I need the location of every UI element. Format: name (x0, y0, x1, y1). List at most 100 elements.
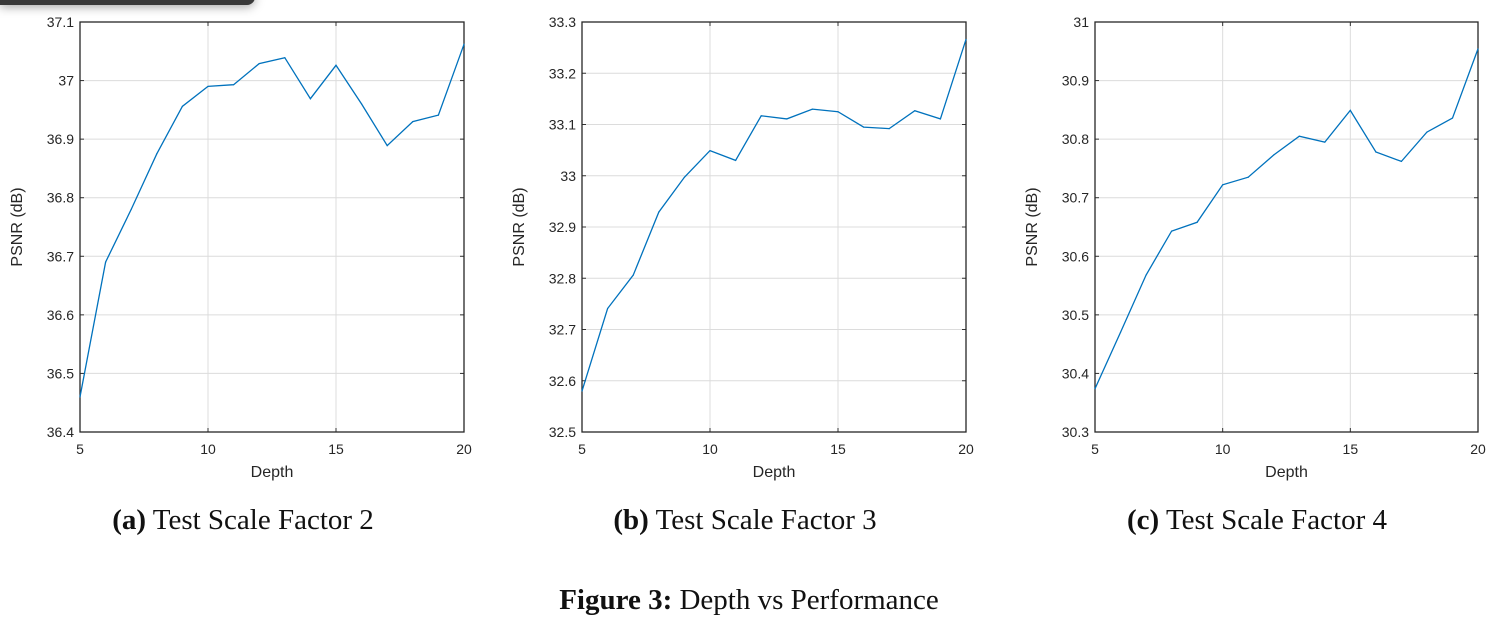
data-point (760, 115, 762, 117)
data-line (79, 44, 465, 398)
x-axis-label: Depth (251, 464, 294, 481)
data-point (1273, 154, 1275, 156)
y-tick-label: 32.5 (549, 424, 576, 440)
y-axis-label: PSNR (dB) (1024, 187, 1041, 266)
figure-label: Figure 3: (559, 584, 673, 616)
data-point (837, 111, 839, 113)
y-tick-label: 36.9 (47, 131, 74, 147)
y-tick-label: 32.9 (549, 219, 576, 235)
x-tick-label: 5 (76, 441, 84, 457)
x-tick-label: 10 (200, 441, 216, 457)
x-axis-label: Depth (1265, 464, 1308, 481)
y-tick-label: 36.6 (47, 307, 74, 323)
y-tick-label: 32.8 (549, 270, 576, 286)
figure-caption: Figure 3: Depth vs Performance (559, 584, 939, 617)
chart-scale-factor-3: 32.5 32.6 32.7 32.8 32.9 33 33.1 33.2 33.3 5 10 15 2… (511, 14, 974, 481)
data-point (735, 159, 737, 161)
y-tick-label: 30.9 (1062, 73, 1089, 89)
data-point (632, 274, 634, 276)
y-tick-label: 30.8 (1062, 131, 1089, 147)
x-tick-label: 20 (1470, 441, 1486, 457)
y-axis-label: PSNR (dB) (9, 187, 26, 266)
data-point (79, 396, 81, 398)
plot-area (1095, 22, 1478, 432)
x-tick-label: 15 (830, 441, 846, 457)
x-tick-label: 15 (328, 441, 344, 457)
y-tick-label: 37.1 (47, 14, 74, 30)
data-point (1324, 141, 1326, 143)
y-tick-label: 36.4 (47, 424, 74, 440)
data-point (437, 114, 439, 116)
data-point (258, 62, 260, 65)
data-point (1298, 135, 1300, 137)
y-tick-label: 33.2 (549, 65, 576, 81)
x-tick-label: 10 (1215, 441, 1231, 457)
y-tick-label: 36.5 (47, 365, 74, 381)
data-point (1426, 131, 1428, 133)
data-line (1094, 48, 1479, 389)
plot-frame (581, 21, 967, 433)
data-point (1145, 274, 1147, 276)
data-point (683, 176, 685, 178)
data-point (1349, 109, 1351, 112)
y-tick-label: 36.8 (47, 190, 74, 206)
data-point (105, 261, 107, 263)
data-point (233, 84, 235, 86)
data-line (581, 39, 967, 392)
data-point (463, 43, 465, 45)
data-point (207, 85, 209, 88)
data-point (1451, 117, 1454, 119)
subcaption-label: (a) (112, 504, 147, 536)
y-tick-label: 37 (58, 73, 74, 89)
data-point (1247, 176, 1249, 178)
subcaption-label: (b) (613, 504, 649, 536)
data-point (309, 98, 311, 100)
data-point (284, 57, 286, 59)
subcaption-label: (c) (1127, 504, 1160, 536)
y-tick-label: 30.4 (1062, 365, 1089, 381)
data-point (581, 390, 583, 392)
data-point (1477, 48, 1479, 50)
plot-frame (79, 21, 465, 433)
data-point (1222, 184, 1224, 186)
data-point (1375, 151, 1377, 153)
browser-overlay-bar (0, 0, 255, 5)
data-point (386, 144, 388, 147)
x-tick-label: 5 (578, 441, 586, 457)
subcaption-text: Test Scale Factor 4 (1165, 504, 1387, 536)
data-point (1094, 388, 1096, 390)
y-tick-label: 30.3 (1062, 424, 1089, 440)
chart-scale-factor-4: 30.3 30.4 30.5 30.6 30.7 30.8 30.9 31 5 10 15 20 Dep… (1024, 14, 1486, 481)
data-point (130, 208, 132, 211)
data-point (1119, 331, 1122, 334)
subcaption-a: (a) Test Scale Factor 2 (112, 504, 374, 537)
figure-caption-text: Depth vs Performance (679, 584, 939, 616)
y-tick-label: 30.6 (1062, 248, 1089, 264)
data-point (607, 307, 609, 310)
x-tick-label: 20 (958, 441, 974, 457)
subcaption-b: (b) Test Scale Factor 3 (613, 504, 876, 537)
subcaption-text: Test Scale Factor 3 (655, 504, 877, 536)
data-point (939, 118, 941, 120)
y-tick-label: 32.6 (549, 373, 576, 389)
data-point (1196, 221, 1198, 223)
x-tick-label: 20 (456, 441, 472, 457)
y-tick-label: 33 (560, 168, 576, 184)
data-point (181, 105, 183, 107)
data-point (786, 118, 788, 120)
data-point (709, 150, 711, 152)
x-tick-label: 15 (1343, 441, 1359, 457)
data-point (863, 126, 865, 128)
x-tick-label: 10 (702, 441, 718, 457)
y-tick-label: 31 (1073, 14, 1089, 30)
y-tick-label: 30.7 (1062, 190, 1089, 206)
y-tick-label: 32.7 (549, 322, 576, 338)
y-tick-label: 33.3 (549, 14, 576, 30)
x-axis-label: Depth (753, 464, 796, 481)
data-point (156, 153, 158, 155)
data-point (412, 120, 414, 123)
y-axis-label: PSNR (dB) (511, 187, 528, 266)
data-point (965, 38, 967, 41)
subcaption-c: (c) Test Scale Factor 4 (1127, 504, 1387, 537)
y-tick-label: 30.5 (1062, 307, 1089, 323)
